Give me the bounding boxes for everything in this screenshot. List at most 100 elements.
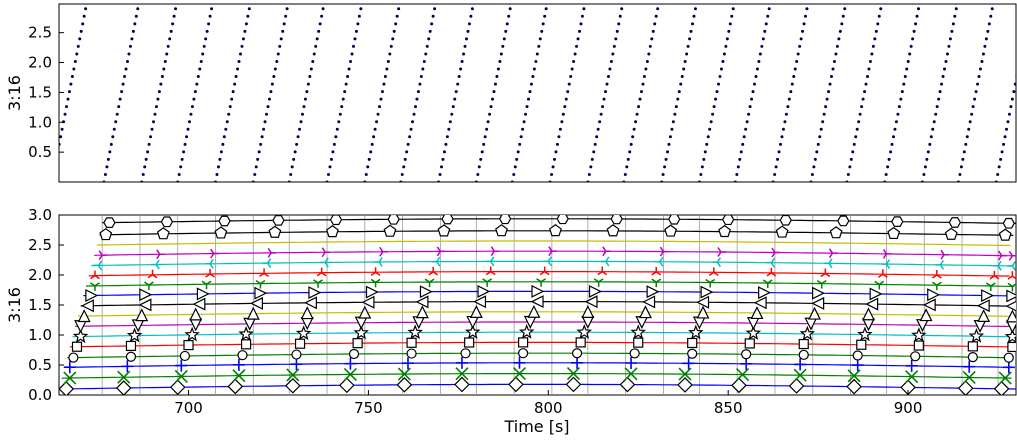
series-marker bbox=[135, 308, 149, 322]
scatter-point bbox=[346, 75, 350, 79]
scatter-point bbox=[635, 112, 639, 116]
series-marker bbox=[740, 357, 753, 370]
scatter-point bbox=[272, 75, 276, 79]
series-marker bbox=[1005, 309, 1016, 323]
series-line bbox=[88, 271, 1010, 277]
scatter-point bbox=[118, 97, 122, 101]
series-marker bbox=[793, 368, 807, 382]
y-tick-label: 2.5 bbox=[28, 24, 52, 42]
scatter-point bbox=[614, 37, 618, 41]
scatter-point bbox=[771, 180, 775, 182]
scatter-point bbox=[722, 52, 726, 56]
scatter-point bbox=[79, 29, 83, 33]
bottom-plot-area bbox=[59, 215, 1016, 395]
series-line bbox=[75, 321, 1011, 328]
scatter-point bbox=[488, 112, 492, 116]
scatter-point bbox=[325, 180, 329, 182]
scatter-point bbox=[491, 97, 495, 101]
scatter-point bbox=[454, 90, 458, 94]
series-marker bbox=[1008, 250, 1016, 261]
scatter-point bbox=[810, 172, 814, 176]
scatter-point bbox=[653, 22, 657, 26]
scatter-point bbox=[1015, 75, 1016, 78]
series-marker bbox=[469, 305, 483, 318]
scatter-point bbox=[464, 37, 468, 41]
scatter-point bbox=[798, 44, 802, 48]
scatter-point bbox=[601, 105, 605, 109]
series-line bbox=[96, 240, 1011, 247]
series-marker bbox=[989, 270, 1000, 280]
bottom-x-ticks: 700 750 800 850 900 bbox=[174, 390, 922, 417]
scatter-point bbox=[587, 172, 591, 176]
scatter-point bbox=[634, 120, 638, 124]
scatter-point bbox=[668, 135, 672, 139]
scatter-point bbox=[483, 135, 487, 139]
scatter-point bbox=[697, 180, 701, 182]
series-marker bbox=[874, 280, 885, 290]
scatter-point bbox=[359, 7, 363, 11]
series-marker bbox=[268, 225, 282, 238]
series-marker bbox=[993, 380, 1010, 395]
scatter-point bbox=[106, 157, 110, 161]
scatter-point bbox=[894, 120, 898, 124]
scatter-point bbox=[628, 150, 632, 154]
scatter-point bbox=[394, 22, 398, 26]
series-marker bbox=[718, 224, 731, 238]
scatter-point bbox=[968, 120, 972, 124]
series-marker bbox=[490, 246, 500, 257]
series-marker bbox=[285, 377, 301, 394]
series-marker bbox=[957, 380, 974, 395]
scatter-point bbox=[193, 90, 197, 94]
series-marker bbox=[887, 226, 901, 240]
scatter-point bbox=[328, 165, 332, 169]
series-marker bbox=[798, 338, 809, 350]
scatter-point bbox=[312, 52, 316, 56]
marker-group bbox=[77, 304, 1016, 323]
scatter-point bbox=[764, 22, 768, 26]
scatter-point bbox=[233, 82, 237, 86]
scatter-point bbox=[179, 165, 183, 169]
scatter-point bbox=[103, 172, 107, 176]
scatter-point bbox=[332, 142, 336, 146]
series-marker bbox=[758, 286, 771, 300]
scatter-point bbox=[532, 67, 536, 71]
x-axis-label: Time [s] bbox=[503, 417, 569, 436]
scatter-point bbox=[560, 120, 564, 124]
scatter-point bbox=[402, 165, 406, 169]
scatter-point bbox=[363, 180, 367, 182]
scatter-point bbox=[459, 67, 463, 71]
series-marker bbox=[967, 352, 978, 363]
scatter-point bbox=[642, 75, 646, 79]
series-marker bbox=[705, 278, 716, 288]
series-marker bbox=[931, 281, 942, 291]
scatter-point bbox=[489, 105, 493, 109]
scatter-point bbox=[172, 14, 176, 18]
series-marker bbox=[678, 367, 692, 381]
top-panel: 0.5 1.0 1.5 2.0 2.5 3:16 bbox=[5, 3, 1017, 183]
scatter-point bbox=[343, 90, 347, 94]
scatter-point bbox=[819, 127, 823, 131]
scatter-point bbox=[748, 105, 752, 109]
series-marker bbox=[379, 246, 388, 257]
scatter-point bbox=[724, 44, 728, 48]
series-marker bbox=[976, 299, 990, 313]
series-marker bbox=[201, 280, 212, 290]
series-marker bbox=[117, 370, 131, 384]
series-marker bbox=[99, 227, 113, 241]
scatter-point bbox=[460, 59, 464, 63]
scatter-point bbox=[183, 142, 187, 146]
series-marker bbox=[370, 267, 381, 276]
series-marker bbox=[326, 225, 339, 238]
scatter-point bbox=[479, 157, 483, 161]
series-marker bbox=[267, 247, 277, 258]
scatter-point bbox=[718, 75, 722, 79]
scatter-point bbox=[900, 90, 904, 94]
scatter-point bbox=[599, 112, 603, 116]
top-plot-area bbox=[59, 7, 1016, 182]
series-marker bbox=[625, 356, 638, 369]
scatter-point bbox=[702, 157, 706, 161]
scatter-point bbox=[705, 142, 709, 146]
scatter-point bbox=[405, 150, 409, 154]
scatter-point bbox=[372, 135, 376, 139]
series-marker bbox=[71, 341, 83, 352]
